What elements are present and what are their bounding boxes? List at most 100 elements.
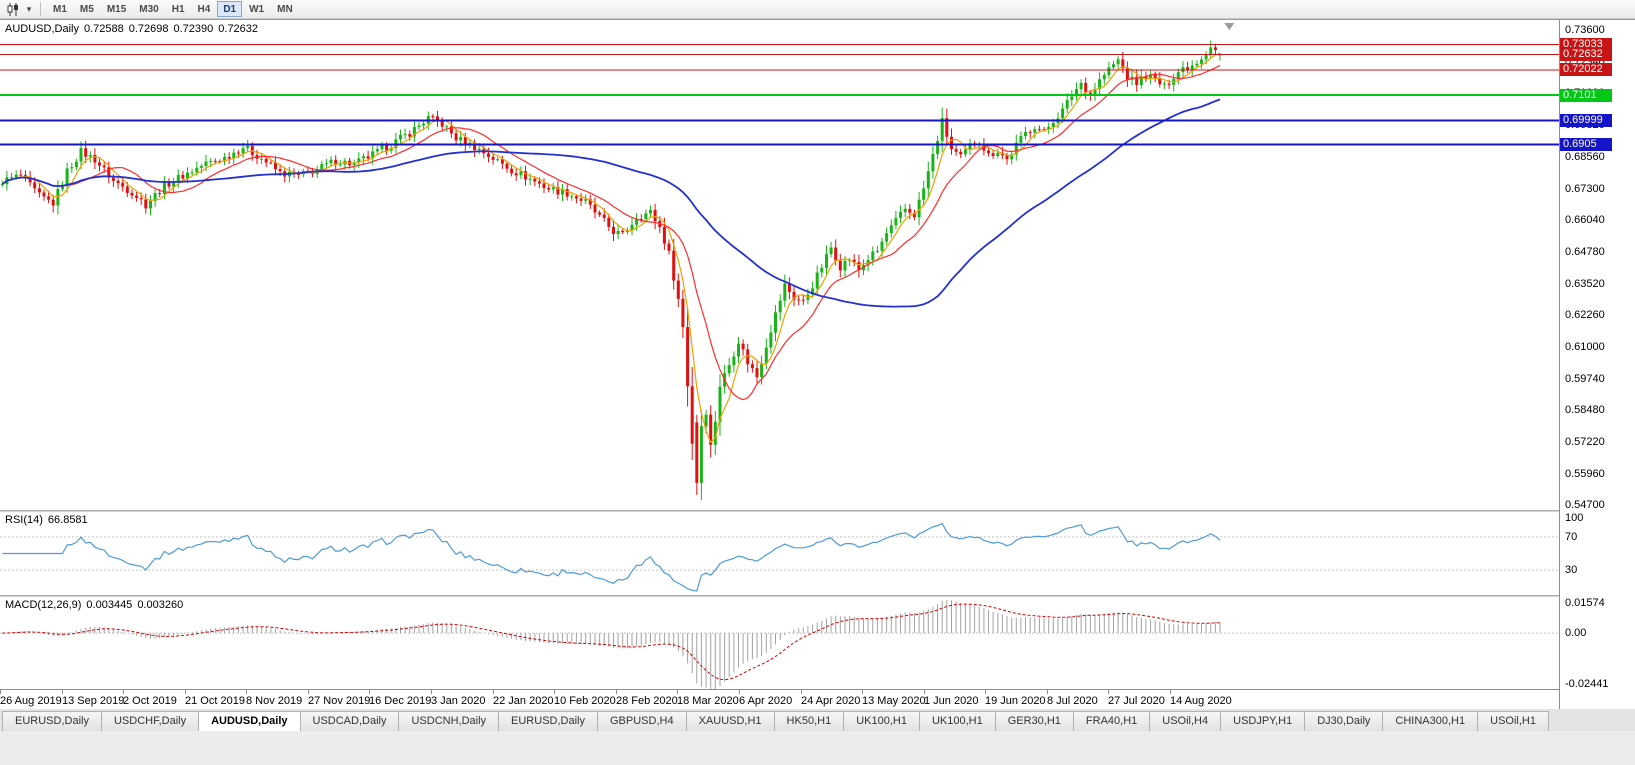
chart-tab-usdchf-daily[interactable]: USDCHF,Daily — [100, 711, 200, 731]
chart-tab-usoil-h4[interactable]: USOil,H4 — [1149, 711, 1222, 731]
symbol-label: AUDUSD,Daily — [5, 23, 79, 35]
chart-tab-eurusd-daily[interactable]: EURUSD,Daily — [2, 711, 102, 731]
macd-axis-label: -0.02441 — [1565, 678, 1609, 690]
chart-tab-audusd-daily[interactable]: AUDUSD,Daily — [198, 711, 301, 731]
time-tick — [308, 690, 309, 694]
chart-tab-dj30-daily[interactable]: DJ30,Daily — [1304, 711, 1384, 731]
toolbar-separator — [40, 2, 41, 16]
chart-tab-uk100-h1[interactable]: UK100,H1 — [918, 711, 996, 731]
timeframe-button-w1[interactable]: W1 — [249, 4, 265, 15]
date-label: 8 Nov 2019 — [246, 695, 303, 707]
timeframe-button-m5[interactable]: M5 — [79, 4, 94, 15]
chart-tab-usdcnh-daily[interactable]: USDCNH,Daily — [398, 711, 500, 731]
time-tick — [1047, 690, 1048, 694]
chart-area: AUDUSD,Daily 0.72588 0.72698 0.72390 0.72632… — [0, 19, 1635, 709]
timeframe-buttons: M1 M5 M15 M30 H1 H4 D1 W1 MN — [47, 1, 299, 17]
timeframe-toolbar: ▾ M1 M5 M15 M30 H1 H4 D1 W1 MN — [0, 0, 1635, 19]
macd-panel[interactable] — [0, 597, 1559, 689]
chart-tab-usdcad-daily[interactable]: USDCAD,Daily — [299, 711, 400, 731]
timeframe-button-h4[interactable]: H4 — [197, 4, 211, 15]
chart-tab-gbpusd-h4[interactable]: GBPUSD,H4 — [597, 711, 687, 731]
price-tick-label: 0.62260 — [1565, 309, 1605, 321]
open-value: 0.72588 — [83, 23, 124, 35]
chart-tab-xauusd-h1[interactable]: XAUUSD,H1 — [685, 711, 775, 731]
price-tick-label: 0.66040 — [1565, 214, 1605, 226]
panel-separator[interactable] — [0, 510, 1635, 512]
price-badge: 0.6905 — [1560, 138, 1612, 151]
time-tick — [369, 690, 370, 694]
price-tick-label: 0.57220 — [1565, 436, 1605, 448]
price-tick-label: 0.73600 — [1565, 24, 1605, 36]
macd-axis-label: 0.00 — [1565, 627, 1587, 639]
time-tick — [246, 690, 247, 694]
price-badge: 0.73033 — [1560, 38, 1612, 51]
date-label: 26 Aug 2019 — [0, 695, 62, 707]
date-label: 22 Jan 2020 — [493, 695, 554, 707]
candlestick-chart[interactable] — [0, 20, 1559, 510]
date-label: 28 Feb 2020 — [616, 695, 678, 707]
close-value: 0.72632 — [218, 23, 259, 35]
date-label: 18 Mar 2020 — [677, 695, 739, 707]
main-chart-panel[interactable] — [0, 20, 1559, 510]
ma-5-line — [1, 52, 1221, 444]
time-tick — [123, 690, 124, 694]
time-tick — [985, 690, 986, 694]
chart-tab-fra40-h1[interactable]: FRA40,H1 — [1072, 711, 1151, 731]
price-tick-label: 0.59740 — [1565, 373, 1605, 385]
high-value: 0.72698 — [128, 23, 169, 35]
timeframe-button-h1[interactable]: H1 — [171, 4, 185, 15]
time-tick — [677, 690, 678, 694]
date-label: 2 Oct 2019 — [123, 695, 177, 707]
date-label: 19 Jun 2020 — [985, 695, 1046, 707]
price-tick-label: 0.67300 — [1565, 183, 1605, 195]
chart-tab-china300-h1[interactable]: CHINA300,H1 — [1382, 711, 1479, 731]
price-badge: 0.72022 — [1560, 63, 1612, 76]
date-label: 16 Dec 2019 — [369, 695, 432, 707]
chart-tab-eurusd-daily[interactable]: EURUSD,Daily — [498, 711, 598, 731]
rsi-chart[interactable] — [0, 512, 1559, 595]
chart-type-dropdown-caret[interactable]: ▾ — [26, 3, 32, 14]
date-label: 27 Nov 2019 — [308, 695, 371, 707]
chart-tab-hk50-h1[interactable]: HK50,H1 — [773, 711, 845, 731]
timeframe-button-mn[interactable]: MN — [277, 4, 293, 15]
time-tick — [801, 690, 802, 694]
rsi-axis-label: 70 — [1565, 531, 1578, 543]
chart-tab-ger30-h1[interactable]: GER30,H1 — [994, 711, 1074, 731]
time-tick — [924, 690, 925, 694]
date-label: 24 Apr 2020 — [801, 695, 861, 707]
macd-main-value: 0.003445 — [86, 599, 133, 611]
time-tick — [1170, 690, 1171, 694]
chart-tab-usdjpy-h1[interactable]: USDJPY,H1 — [1220, 711, 1306, 731]
rsi-label: RSI(14) — [5, 514, 43, 526]
panel-separator[interactable] — [0, 595, 1635, 597]
chart-tab-usoil-h1[interactable]: USOil,H1 — [1477, 711, 1549, 731]
price-badge: 0.69999 — [1560, 114, 1612, 127]
price-axis[interactable]: 0.736000.723400.710800.698200.685600.673… — [1559, 20, 1635, 709]
time-tick — [616, 690, 617, 694]
candles-layer — [0, 23, 1559, 501]
chart-tab-uk100-h1[interactable]: UK100,H1 — [843, 711, 920, 731]
timeframe-button-d1[interactable]: D1 — [217, 1, 243, 17]
timeframe-button-m1[interactable]: M1 — [53, 4, 67, 15]
macd-axis-label: 0.01574 — [1565, 597, 1605, 609]
macd-label: MACD(12,26,9) — [5, 599, 82, 611]
chart-tab-bar: EURUSD,Daily USDCHF,Daily AUDUSD,Daily USDC… — [0, 708, 1635, 731]
rsi-panel[interactable] — [0, 512, 1559, 595]
date-label: 27 Jul 2020 — [1108, 695, 1165, 707]
rsi-axis-label: 100 — [1565, 512, 1584, 524]
price-tick-label: 0.55960 — [1565, 468, 1605, 480]
macd-chart[interactable] — [0, 597, 1559, 689]
price-badge: 0.72632 — [1560, 48, 1612, 61]
time-axis[interactable]: 26 Aug 2019 13 Sep 2019 2 Oct 2019 21 Oct 2… — [0, 689, 1559, 709]
timeframe-button-m30[interactable]: M30 — [139, 4, 159, 15]
timeframe-button-m15[interactable]: M15 — [106, 4, 127, 15]
price-tick-label: 0.61000 — [1565, 341, 1605, 353]
time-tick — [0, 690, 1, 694]
ma-55-line — [1, 98, 1221, 308]
macd-header: MACD(12,26,9) 0.003445 0.003260 — [5, 599, 188, 611]
date-label: 3 Jan 2020 — [431, 695, 486, 707]
candlestick-chart-icon[interactable] — [4, 1, 22, 17]
date-label: 14 Aug 2020 — [1170, 695, 1232, 707]
time-tick — [554, 690, 555, 694]
